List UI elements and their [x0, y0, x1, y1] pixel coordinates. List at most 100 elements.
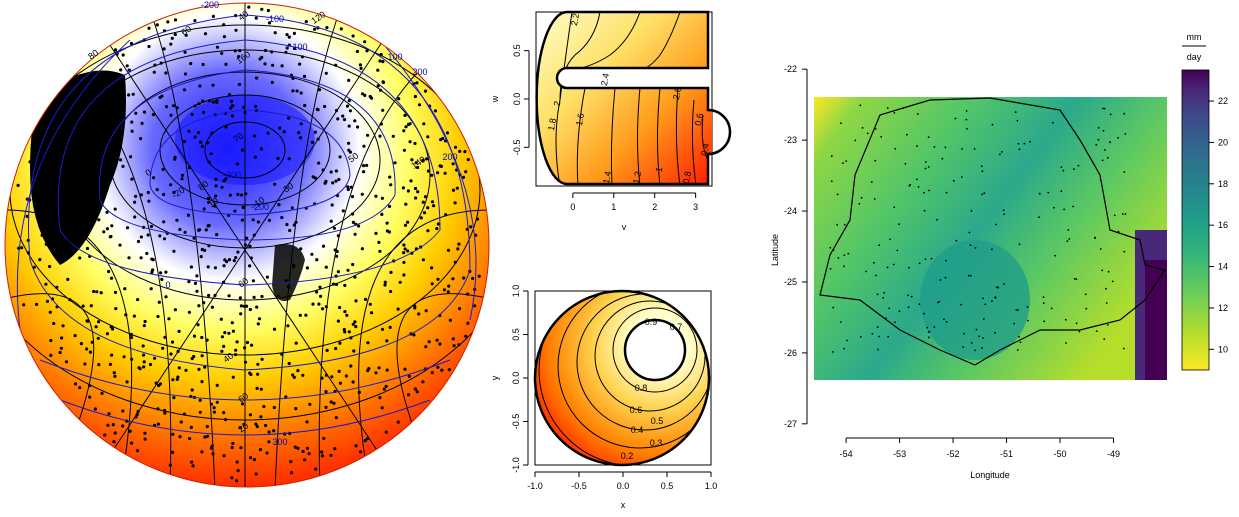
scatter-point — [388, 325, 392, 329]
c-y-tick-label: 0.0 — [512, 93, 522, 106]
scatter-point — [136, 298, 140, 302]
station-point — [896, 249, 899, 252]
station-point — [843, 223, 846, 226]
scatter-point — [237, 82, 241, 87]
scatter-point — [303, 103, 307, 108]
station-point — [1077, 164, 1080, 167]
scatter-point — [347, 148, 351, 152]
scatter-point — [272, 405, 276, 410]
scatter-point — [175, 218, 179, 222]
station-point — [924, 167, 927, 170]
scatter-point — [334, 346, 338, 351]
station-point — [984, 303, 987, 306]
scatter-point — [54, 227, 58, 231]
scatter-point — [113, 431, 117, 435]
scatter-point — [391, 134, 395, 138]
scatter-point — [318, 285, 322, 289]
scatter-point — [125, 380, 129, 384]
scatter-point — [256, 362, 260, 366]
scatter-point — [436, 277, 440, 281]
scatter-point — [264, 423, 268, 428]
scatter-point — [146, 190, 150, 195]
scatter-point — [253, 155, 257, 159]
scatter-point — [240, 193, 244, 197]
scatter-point — [187, 310, 191, 314]
scatter-point — [361, 92, 365, 96]
scatter-point — [106, 423, 110, 427]
scatter-point — [377, 240, 381, 244]
station-point — [1107, 270, 1110, 273]
station-point — [1018, 148, 1021, 151]
station-point — [1015, 309, 1018, 311]
station-point — [916, 178, 918, 181]
scatter-point — [199, 140, 203, 144]
scatter-point — [413, 94, 417, 99]
station-point — [886, 107, 889, 109]
scatter-point — [172, 104, 176, 108]
sphere-black-label: 40 — [236, 9, 250, 23]
scatter-point — [234, 348, 238, 352]
scatter-point — [376, 84, 380, 88]
scatter-point — [317, 161, 321, 165]
scatter-point — [290, 471, 294, 475]
scatter-point — [110, 224, 114, 228]
scatter-point — [430, 266, 434, 270]
scatter-point — [134, 194, 138, 198]
scatter-point — [152, 176, 156, 180]
scatter-point — [89, 304, 93, 308]
scatter-point — [451, 162, 455, 166]
annulus-contour-label: 0.7 — [670, 322, 683, 332]
scatter-point — [362, 170, 366, 174]
annulus-x-tick-label: 0.5 — [661, 481, 674, 491]
scatter-point — [424, 309, 428, 313]
scatter-point — [271, 63, 275, 67]
scatter-point — [28, 160, 32, 164]
scatter-point — [442, 288, 446, 292]
scatter-point — [45, 299, 50, 303]
scatter-point — [189, 265, 193, 269]
scatter-point — [94, 82, 98, 86]
scatter-point — [116, 115, 120, 119]
sphere-black-label: 20 — [236, 421, 250, 435]
station-point — [846, 339, 848, 342]
map-x-tick-label: -52 — [947, 449, 960, 459]
station-point — [898, 223, 900, 226]
scatter-point — [421, 380, 425, 384]
scatter-point — [132, 314, 136, 318]
scatter-point — [296, 446, 300, 450]
scatter-point — [363, 40, 367, 44]
scatter-point — [388, 175, 392, 179]
scatter-point — [292, 265, 296, 269]
scatter-point — [254, 422, 258, 426]
station-point — [865, 270, 868, 273]
map-x-tick-label: -50 — [1054, 449, 1067, 459]
scatter-point — [117, 73, 121, 77]
scatter-point — [130, 129, 134, 133]
scatter-point — [316, 108, 320, 112]
scatter-point — [58, 130, 62, 134]
station-point — [1073, 277, 1076, 280]
scatter-point — [414, 161, 418, 165]
scatter-point — [378, 396, 382, 400]
scatter-point — [402, 243, 406, 247]
scatter-point — [451, 277, 455, 281]
scatter-point — [106, 133, 111, 137]
scatter-point — [96, 336, 100, 340]
scatter-point — [310, 140, 315, 144]
scatter-point — [404, 202, 408, 206]
scatter-point — [284, 395, 288, 399]
station-point — [995, 286, 998, 288]
station-point — [966, 127, 968, 130]
station-point — [1054, 254, 1057, 257]
station-point — [1101, 269, 1104, 272]
scatter-point — [52, 321, 56, 326]
scatter-point — [224, 125, 228, 129]
scatter-point — [329, 170, 333, 174]
station-point — [1099, 179, 1102, 181]
scatter-point — [180, 173, 185, 177]
map-y-tick-label: -26 — [784, 348, 797, 358]
station-point — [991, 300, 993, 302]
scatter-point — [206, 224, 210, 228]
scatter-point — [241, 205, 245, 209]
scatter-point — [71, 164, 76, 168]
